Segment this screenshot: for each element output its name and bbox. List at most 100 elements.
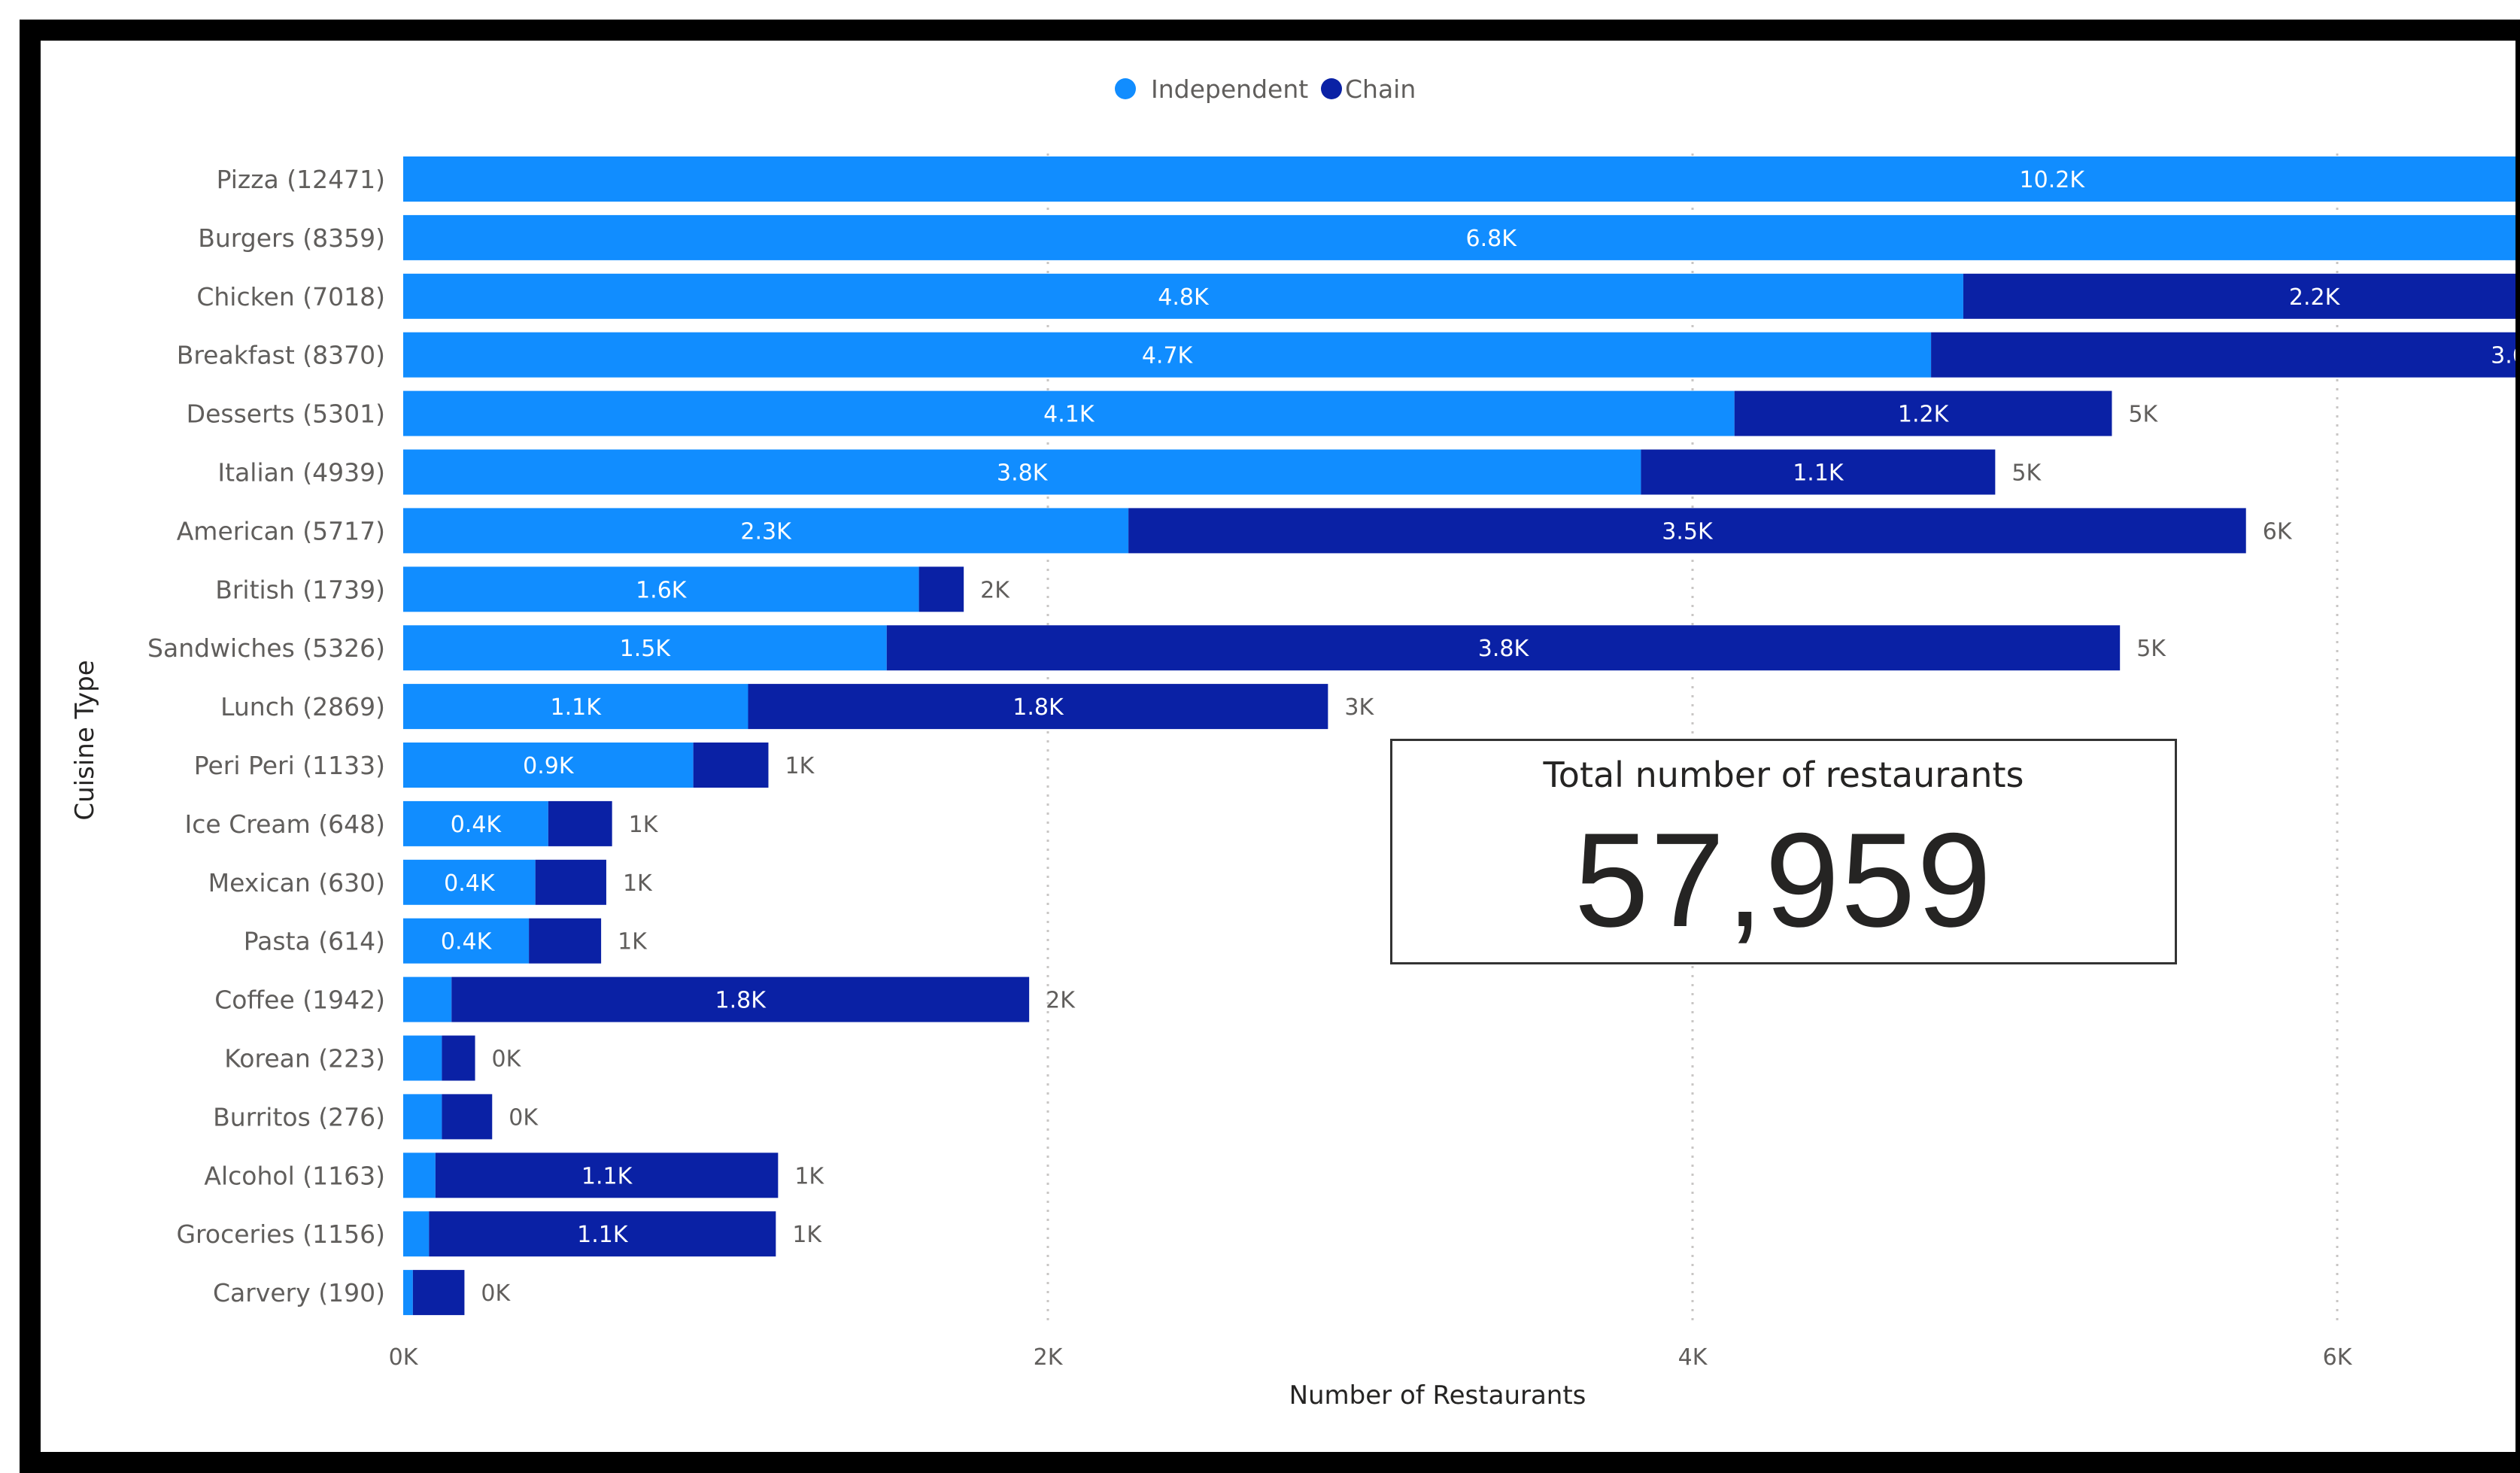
x-tick-label: 0K <box>389 1344 419 1371</box>
category-label: Groceries (1156) <box>176 1219 385 1249</box>
x-tick-label: 4K <box>1678 1344 1708 1371</box>
x-tick-label: 2K <box>1034 1344 1064 1371</box>
bar-chain[interactable] <box>748 684 1328 730</box>
bar-independent[interactable] <box>403 859 536 905</box>
x-axis-ticks: 0K2K4K6K8K10K12K <box>389 1344 2353 1371</box>
bar-independent[interactable] <box>403 156 2515 202</box>
total-label: 2K <box>1046 988 1076 1014</box>
bar-chain[interactable] <box>1963 273 2515 319</box>
report-frame: Independent Chain 10.2K2.2K12K6.8K1.6K8K… <box>20 20 2520 1473</box>
bar-independent[interactable] <box>403 800 548 846</box>
category-label: Burgers (8359) <box>198 223 385 253</box>
bar-independent[interactable] <box>403 684 748 730</box>
data-label-independent: 2.3K <box>740 518 792 545</box>
category-label: Peri Peri (1133) <box>194 751 385 780</box>
bar-chain[interactable] <box>535 859 606 905</box>
category-label: Breakfast (8370) <box>177 341 385 370</box>
legend-independent-marker[interactable] <box>1115 78 1136 99</box>
category-label: Chicken (7018) <box>196 282 385 311</box>
stacked-bar-chart: Independent Chain 10.2K2.2K12K6.8K1.6K8K… <box>70 74 2515 1411</box>
legend-chain-marker[interactable] <box>1321 78 1342 99</box>
data-label-chain: 3.8K <box>1478 636 1530 662</box>
category-label: American (5717) <box>177 516 385 545</box>
legend-chain-label[interactable]: Chain <box>1345 74 1416 104</box>
data-label-independent: 1.6K <box>636 577 688 603</box>
data-label-chain: 1.1K <box>577 1222 629 1248</box>
data-label-independent: 4.7K <box>1142 343 1194 369</box>
kpi-card[interactable]: Total number of restaurants 57,959 <box>1390 739 2177 964</box>
bar-chain[interactable] <box>429 1211 776 1257</box>
category-label: Ice Cream (648) <box>185 809 385 839</box>
data-label-independent: 0.9K <box>523 753 575 779</box>
x-axis-title: Number of Restaurants <box>1289 1380 1586 1411</box>
bar-independent[interactable] <box>403 743 694 788</box>
bar-independent[interactable] <box>403 390 1735 436</box>
bar-chain[interactable] <box>451 976 1030 1022</box>
data-label-chain: 1.8K <box>715 988 767 1014</box>
bar-chain[interactable] <box>442 1094 493 1140</box>
total-label: 1K <box>629 812 659 838</box>
bar-chain[interactable] <box>529 918 602 964</box>
bar-independent[interactable] <box>403 273 1963 319</box>
bar-independent[interactable] <box>403 214 2515 260</box>
bar-chain[interactable] <box>412 1270 465 1316</box>
data-label-independent: 1.5K <box>620 636 672 662</box>
kpi-value: 57,959 <box>1574 805 1993 955</box>
bar-independent[interactable] <box>403 918 530 964</box>
data-label-chain: 2.2K <box>2289 284 2341 311</box>
data-label-chain: 1.2K <box>1898 402 1950 428</box>
kpi-label: Total number of restaurants <box>1543 755 2024 795</box>
category-label: Alcohol (1163) <box>204 1161 385 1190</box>
category-label: Mexican (630) <box>208 868 385 897</box>
bar-independent[interactable] <box>403 449 1641 495</box>
bar-chain[interactable] <box>693 743 769 788</box>
bar-independent[interactable] <box>403 625 887 671</box>
category-labels: Pizza (12471) Burgers (8359) Chicken (7018… <box>147 165 385 1307</box>
bar-chain[interactable] <box>886 625 2121 671</box>
total-label: 2K <box>980 577 1010 603</box>
bar-chain[interactable] <box>548 800 612 846</box>
total-label: 0K <box>492 1046 522 1073</box>
bar-chain[interactable] <box>1641 449 1996 495</box>
legend[interactable]: Independent Chain <box>1115 74 1416 104</box>
bar-chain[interactable] <box>435 1153 779 1198</box>
data-label-independent: 1.1K <box>551 694 603 721</box>
category-label: Pizza (12471) <box>217 165 385 194</box>
category-label: Burritos (276) <box>213 1102 385 1131</box>
total-label: 1K <box>623 870 653 897</box>
category-label: Coffee (1942) <box>214 986 385 1015</box>
data-label-independent: 0.4K <box>451 812 502 838</box>
category-label: Carvery (190) <box>213 1278 385 1307</box>
bar-chain[interactable] <box>1734 390 2112 436</box>
data-label-independent: 10.2K <box>2020 167 2086 193</box>
total-label: 0K <box>509 1104 539 1131</box>
category-label: Italian (4939) <box>217 458 385 487</box>
total-label: 1K <box>792 1222 822 1248</box>
bar-independent[interactable] <box>403 1035 442 1081</box>
data-label-chain: 1.1K <box>1793 460 1844 487</box>
bar-independent[interactable] <box>403 1094 442 1140</box>
category-label: Sandwiches (5326) <box>147 633 385 663</box>
data-label-independent: 0.4K <box>441 929 493 955</box>
category-label: Desserts (5301) <box>187 399 385 429</box>
total-label: 5K <box>2128 402 2158 428</box>
bar-independent[interactable] <box>403 566 919 612</box>
total-label: 3K <box>1344 694 1374 721</box>
bar-independent[interactable] <box>403 1270 413 1316</box>
bar-independent[interactable] <box>403 1153 436 1198</box>
bar-chain[interactable] <box>918 566 964 612</box>
y-axis-title: Cuisine Type <box>70 660 100 820</box>
bar-independent[interactable] <box>403 508 1129 554</box>
bar-independent[interactable] <box>403 332 1932 378</box>
x-tick-label: 6K <box>2323 1344 2353 1371</box>
bar-chain[interactable] <box>1128 508 2246 554</box>
bar-independent[interactable] <box>403 976 452 1022</box>
total-label: 0K <box>481 1280 511 1307</box>
bar-independent[interactable] <box>403 1211 430 1257</box>
legend-independent-label[interactable]: Independent <box>1151 74 1308 104</box>
bar-chain[interactable] <box>1931 332 2515 378</box>
bar-chain[interactable] <box>442 1035 475 1081</box>
total-label: 1K <box>794 1163 824 1189</box>
category-label: Korean (223) <box>224 1044 385 1074</box>
data-label-independent: 0.4K <box>444 870 496 897</box>
